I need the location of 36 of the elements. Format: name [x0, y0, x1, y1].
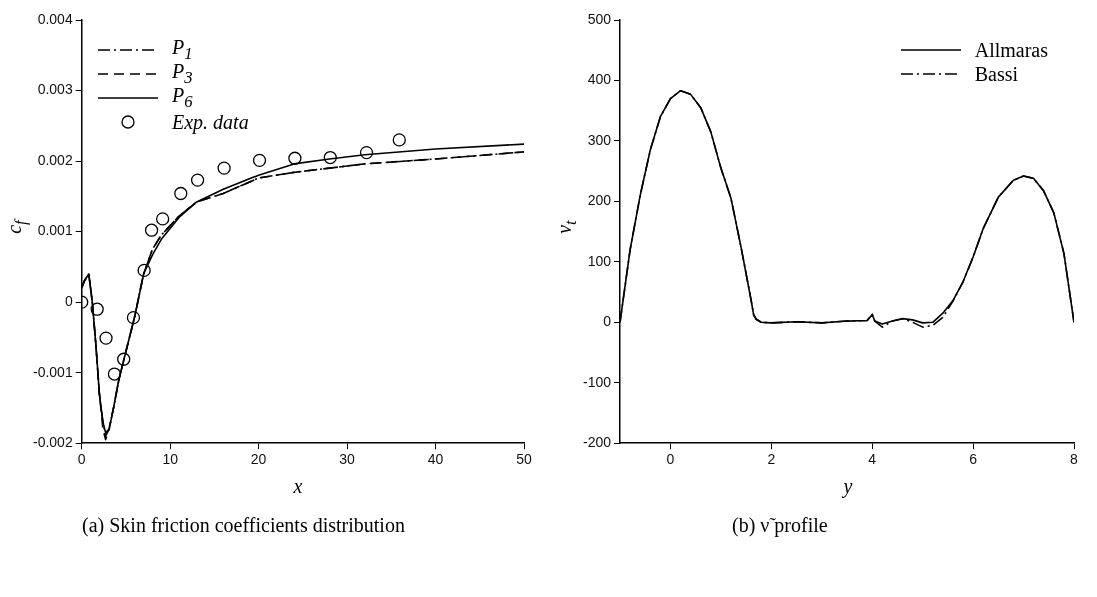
- text: (b) ν̃ profile: [731, 514, 829, 537]
- y-tick-label: 100: [587, 252, 612, 269]
- x-tick-label: 40: [427, 451, 444, 468]
- text: (a) Skin friction coefficients distribution: [81, 514, 406, 537]
- x-tick-label: 2: [767, 451, 776, 468]
- x-tick-label: 8: [1070, 451, 1079, 468]
- legend-label: P$_{3}$: [172, 60, 193, 87]
- y-tick-label: 400: [587, 71, 612, 88]
- legend-label: Bassi: [974, 62, 1019, 86]
- y-tick-label: 500: [587, 10, 612, 27]
- x-tick-label: 20: [250, 451, 267, 468]
- y-tick-label: 0.004: [37, 10, 73, 27]
- x-tick-label: 50: [516, 451, 532, 468]
- y-tick-label: -0.001: [32, 363, 73, 380]
- y-tick-label: 0.001: [37, 222, 73, 239]
- y-tick-label: 0.002: [37, 151, 73, 168]
- x-tick-label: 6: [969, 451, 978, 468]
- x-axis-title: x: [292, 475, 304, 498]
- y-tick-label: 0.003: [37, 81, 73, 98]
- legend-label: P$_{6}$: [172, 84, 193, 112]
- y-tick-label: 0: [64, 292, 73, 309]
- y-tick-label: -200: [582, 434, 612, 451]
- y-tick-label: 300: [587, 131, 612, 148]
- x-axis-title: y: [841, 475, 854, 498]
- x-tick-label: 0: [666, 451, 675, 468]
- legend-label: Exp. data: [172, 110, 249, 134]
- y-tick-label: -100: [582, 373, 612, 390]
- x-tick-label: 0: [77, 451, 86, 468]
- y-tick-label: 0: [603, 313, 612, 330]
- y-tick-label: -0.002: [32, 434, 73, 451]
- legend-label: Allmaras: [974, 38, 1048, 62]
- x-tick-label: 30: [339, 451, 356, 468]
- legend-label: P$_{1}$: [172, 36, 193, 63]
- y-tick-label: 200: [587, 192, 612, 209]
- x-tick-label: 4: [868, 451, 877, 468]
- x-tick-label: 10: [162, 451, 179, 468]
